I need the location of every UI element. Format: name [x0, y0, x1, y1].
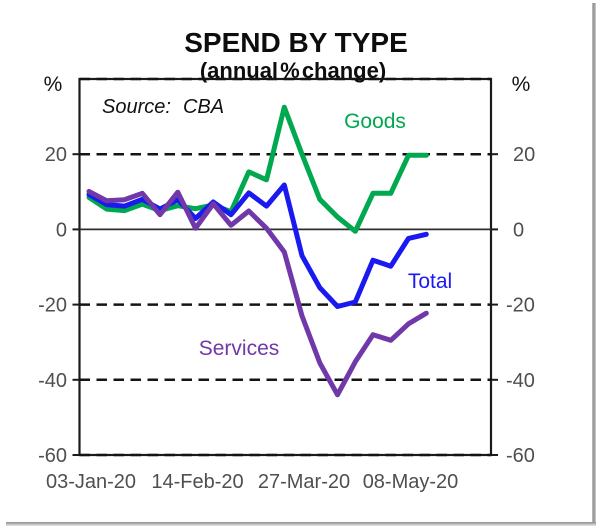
y-tick-label-left: -40 [38, 370, 67, 392]
y-tick-label-right: -20 [506, 295, 535, 317]
y-tick-label-right: 20 [513, 144, 535, 166]
goods-label: Goods [344, 110, 406, 133]
x-tick-label: 27-Mar-20 [258, 471, 350, 493]
page-edge-bottom [6, 522, 596, 526]
goods-line [86, 104, 429, 234]
y-tick-label-left: 20 [45, 144, 67, 166]
y-tick-label-right: -60 [506, 445, 535, 467]
y-tick-label-right: 0 [513, 219, 524, 241]
y-tick-label-left: -20 [38, 295, 67, 317]
y-tick-label-right: -40 [506, 370, 535, 392]
x-tick-label: 03-Jan-20 [46, 471, 136, 493]
services-line [86, 188, 429, 398]
page-edge-right [592, 3, 596, 526]
y-axis-unit-right: % [512, 73, 531, 96]
y-axis-unit-left: % [44, 73, 63, 96]
x-tick-label: 14-Feb-20 [151, 471, 243, 493]
chart-title: SPEND BY TYPE [184, 27, 408, 58]
total-label: Total [408, 270, 452, 293]
y-tick-label-left: 0 [56, 219, 67, 241]
plot-border [78, 77, 493, 457]
services-label: Services [199, 337, 280, 360]
y-tick-label-left: -60 [38, 445, 67, 467]
x-tick-label: 08-May-20 [363, 471, 459, 493]
source-annotation: Source: CBA [102, 96, 224, 118]
total-line [86, 182, 429, 309]
